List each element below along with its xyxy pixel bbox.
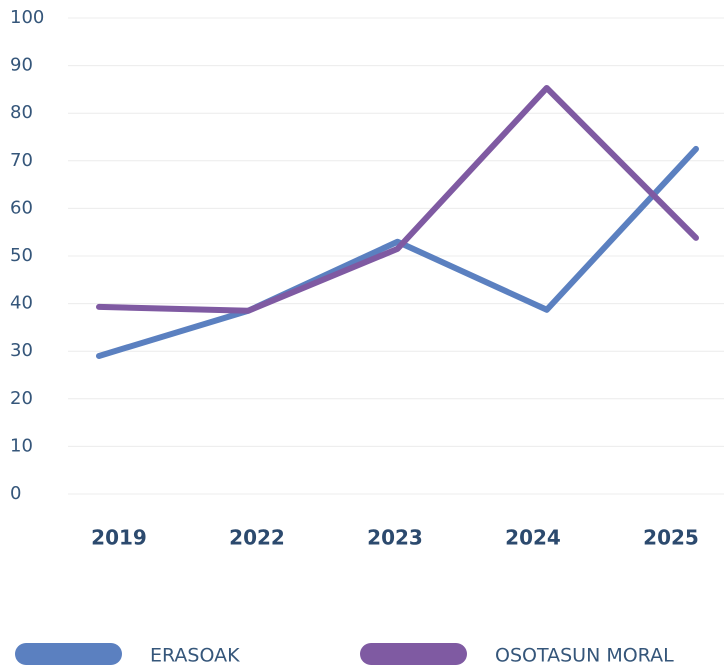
y-tick-label: 100 xyxy=(10,7,44,28)
y-tick-label: 30 xyxy=(10,340,33,361)
y-tick-label: 70 xyxy=(10,150,33,171)
x-tick-label: 2019 xyxy=(91,526,147,550)
y-tick-label: 40 xyxy=(10,293,33,314)
y-tick-label: 10 xyxy=(10,435,33,456)
y-tick-label: 60 xyxy=(10,197,33,218)
series-line xyxy=(96,84,699,314)
y-tick-label: 80 xyxy=(10,102,33,123)
y-tick-label: 20 xyxy=(10,388,33,409)
legend-swatch xyxy=(15,643,122,665)
y-tick-label: 90 xyxy=(10,55,33,76)
x-tick-label: 2025 xyxy=(643,526,699,550)
legend-swatch xyxy=(360,643,467,665)
x-tick-label: 2023 xyxy=(367,526,423,550)
series-line xyxy=(96,145,699,359)
legend-label: ERASOAK xyxy=(150,645,240,667)
x-tick-label: 2022 xyxy=(229,526,285,550)
x-tick-label: 2024 xyxy=(505,526,561,550)
legend-label: OSOTASUN MORAL xyxy=(495,645,674,667)
y-tick-label: 50 xyxy=(10,245,33,266)
y-tick-label: 0 xyxy=(10,483,21,504)
